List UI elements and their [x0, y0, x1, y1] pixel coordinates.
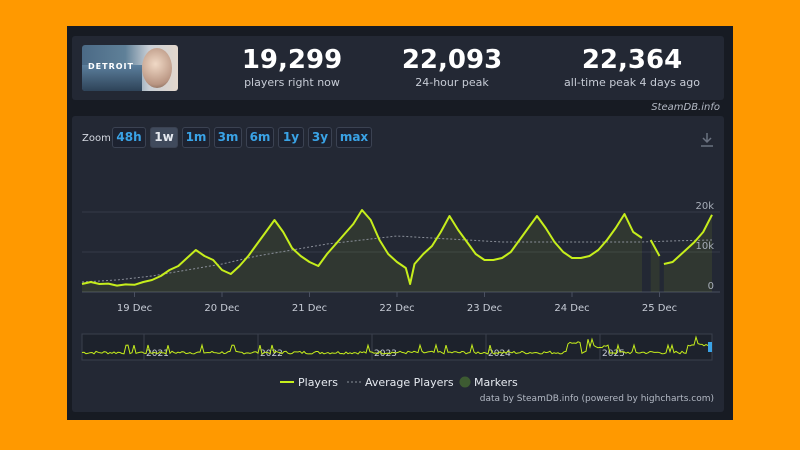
- stats-bar: DETROIT 19,299 players right now 22,093 …: [72, 36, 724, 100]
- player-count-chart[interactable]: 0 10k 20k 19 Dec 20 Dec 21 Dec 22 Dec 23 Dec 24…: [72, 116, 724, 412]
- chart-panel: Zoom 48h 1w 1m 3m 6m 1y 3y max 0 10k 20k 1…: [72, 116, 724, 412]
- players-area: [82, 210, 712, 292]
- x-tick-label: 23 Dec: [467, 303, 502, 314]
- navigator-year-label: 2021: [146, 349, 169, 359]
- game-logo-text: DETROIT: [88, 62, 134, 71]
- players-line-segment: [649, 239, 661, 257]
- y-axis-labels: 0 10k 20k: [695, 201, 714, 292]
- stat-value: 19,299: [241, 45, 343, 75]
- zoom-6m-button[interactable]: 6m: [246, 127, 274, 148]
- zoom-3m-button[interactable]: 3m: [214, 127, 242, 148]
- legend-markers-swatch: [459, 376, 471, 388]
- x-tick-label: 25 Dec: [642, 303, 677, 314]
- zoom-1w-button[interactable]: 1w: [150, 127, 178, 148]
- zoom-label: Zoom: [82, 133, 111, 144]
- navigator-handle: [708, 342, 712, 352]
- players-line-segment: [663, 214, 713, 265]
- y-tick-label: 20k: [695, 201, 714, 212]
- zoom-1m-button[interactable]: 1m: [182, 127, 210, 148]
- x-tick-label: 19 Dec: [117, 303, 152, 314]
- x-tick-label: 21 Dec: [292, 303, 327, 314]
- chart-credit[interactable]: data by SteamDB.info (powered by highcha…: [479, 394, 714, 404]
- steamdb-credit[interactable]: SteamDB.info: [651, 102, 720, 113]
- stat-24h-peak: 22,093 24-hour peak: [382, 46, 522, 89]
- stat-label: 24-hour peak: [415, 76, 489, 89]
- y-tick-label: 10k: [695, 241, 714, 252]
- navigator-series-line: [81, 335, 713, 355]
- download-icon[interactable]: [700, 132, 714, 148]
- zoom-1y-button[interactable]: 1y: [278, 127, 304, 148]
- zoom-max-button[interactable]: max: [336, 127, 372, 148]
- stat-label: players right now: [244, 76, 340, 89]
- thumbnail-face-image: [142, 48, 172, 88]
- players-line-group: [81, 209, 713, 287]
- zoom-3y-button[interactable]: 3y: [308, 127, 332, 148]
- chart-gridlines: [82, 211, 720, 297]
- average-players-line-group: [81, 235, 713, 283]
- navigator-year-label: 2025: [602, 349, 625, 359]
- players-area-segment: [82, 210, 642, 292]
- game-thumbnail[interactable]: DETROIT: [82, 45, 178, 91]
- x-tick-label: 24 Dec: [554, 303, 589, 314]
- navigator-year-label: 2024: [488, 349, 511, 359]
- stat-all-time-peak: 22,364 all-time peak 4 days ago: [542, 46, 722, 89]
- legend-markers-label: Markers: [474, 376, 518, 389]
- x-tick-label: 20 Dec: [204, 303, 239, 314]
- y-tick-label: 0: [708, 281, 714, 292]
- stat-value: 22,093: [401, 45, 503, 75]
- legend-average-label: Average Players: [365, 376, 454, 389]
- stat-label: all-time peak 4 days ago: [564, 76, 700, 89]
- average-players-line: [81, 235, 713, 283]
- navigator-timeline[interactable]: 2021 2022 2023 2024 2025: [81, 333, 713, 361]
- stat-current-players: 19,299 players right now: [222, 46, 362, 89]
- players-line-segment: [81, 209, 643, 287]
- players-area-segment: [663, 214, 712, 292]
- thumbnail-city-image: [82, 65, 142, 91]
- x-tick-label: 22 Dec: [379, 303, 414, 314]
- legend-players-label: Players: [298, 376, 338, 389]
- chart-legend: Players Average Players Markers: [280, 376, 518, 389]
- x-axis-labels: 19 Dec 20 Dec 21 Dec 22 Dec 23 Dec 24 Dec 25 D…: [117, 303, 677, 314]
- navigator-year-label: 2022: [260, 349, 283, 359]
- navigator-background: [81, 333, 713, 361]
- stat-value: 22,364: [581, 45, 683, 75]
- zoom-48h-button[interactable]: 48h: [112, 127, 146, 148]
